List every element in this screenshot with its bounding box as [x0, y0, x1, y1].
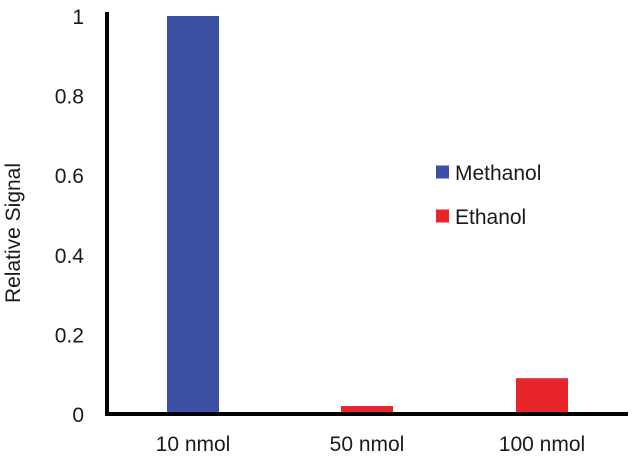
y-tick-label: 0.2 — [55, 324, 84, 347]
bar-ethanol-100-nmol — [516, 378, 568, 414]
y-axis-label: Relative Signal — [2, 163, 25, 303]
y-tick-label: 0 — [72, 404, 84, 427]
bar-ethanol-50-nmol — [341, 406, 393, 414]
bar-methanol-10-nmol — [167, 16, 219, 414]
x-tick-label: 100 nmol — [499, 433, 585, 456]
legend-label-ethanol: Ethanol — [455, 206, 526, 229]
legend-label-methanol: Methanol — [455, 162, 541, 185]
legend-swatch-ethanol — [436, 209, 449, 223]
y-tick-label: 0.4 — [55, 245, 85, 268]
x-tick-label: 10 nmol — [156, 433, 231, 456]
x-tick-label: 50 nmol — [330, 433, 405, 456]
y-tick-label: 1 — [72, 6, 84, 29]
y-tick-label: 0.6 — [55, 165, 84, 188]
legend-swatch-methanol — [436, 165, 449, 179]
y-tick-label: 0.8 — [55, 86, 84, 109]
